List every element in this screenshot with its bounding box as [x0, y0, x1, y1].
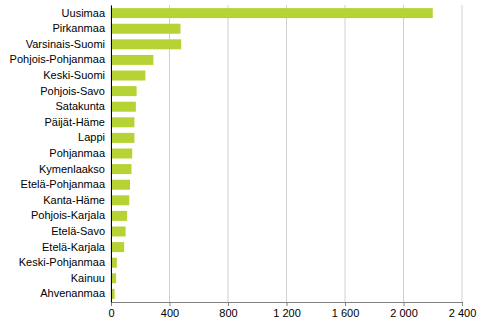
- y-tick: Kymenlaakso: [39, 163, 111, 175]
- y-tick-label: Kymenlaakso: [39, 163, 105, 175]
- y-tick: Pirkanmaa: [52, 22, 111, 34]
- y-tick: Varsinais-Suomi: [26, 38, 111, 50]
- y-tick-label: Pohjois-Karjala: [31, 209, 106, 221]
- y-tick: Kanta-Häme: [43, 194, 111, 206]
- grid-line: [228, 5, 229, 302]
- y-tick-label: Pohjanmaa: [49, 147, 106, 159]
- y-axis: Uusimaa Pirkanmaa Varsinais-Suomi Pohjois-P…: [10, 6, 112, 303]
- bar: [111, 133, 134, 143]
- x-tick-mark: [228, 302, 229, 306]
- y-tick-label: Varsinais-Suomi: [26, 38, 105, 50]
- y-tick: Lappi: [78, 131, 111, 143]
- y-tick: Pohjanmaa: [49, 147, 111, 159]
- x-tick-mark: [111, 302, 112, 306]
- x-tick-mark: [345, 302, 346, 306]
- y-axis-line: [111, 6, 112, 303]
- x-tick-label: 400: [161, 307, 179, 319]
- y-tick-label: Etelä-Savo: [51, 225, 105, 237]
- grid: [111, 5, 462, 302]
- grid-line: [286, 5, 287, 302]
- y-tick-label: Etelä-Pohjanmaa: [21, 178, 106, 190]
- y-tick: Pohjois-Pohjanmaa: [10, 53, 111, 65]
- x-tick: 400: [161, 302, 179, 319]
- bar: [111, 211, 127, 221]
- y-tick: Etelä-Savo: [51, 225, 111, 237]
- y-tick-label: Kanta-Häme: [43, 194, 105, 206]
- bar: [111, 195, 129, 205]
- y-tick-label: Ahvenanmaa: [40, 287, 106, 299]
- y-tick: Pohjois-Karjala: [31, 209, 111, 221]
- grid-line: [403, 5, 404, 302]
- grid-line: [462, 5, 463, 302]
- y-tick: Pohjois-Savo: [40, 85, 111, 97]
- x-tick-label: 800: [219, 307, 237, 319]
- bar: [111, 149, 132, 159]
- y-tick: Uusimaa: [62, 7, 111, 19]
- y-tick-label: Lappi: [78, 131, 105, 143]
- x-tick-mark: [287, 302, 288, 306]
- bar: [111, 86, 137, 96]
- bar: [111, 8, 433, 18]
- bar: [111, 227, 126, 237]
- y-tick-label: Satakunta: [55, 100, 105, 112]
- y-tick: Etelä-Pohjanmaa: [21, 178, 111, 190]
- y-tick-label: Etelä-Karjala: [42, 241, 106, 253]
- bar: [111, 102, 136, 112]
- chart: 0 400 800 1 200 1 600 2 000 2 400 Uusimaa Pirkan…: [0, 0, 485, 328]
- x-tick: 0: [108, 302, 114, 319]
- x-axis: 0 400 800 1 200 1 600 2 000 2 400: [108, 302, 476, 319]
- x-tick-label: 1 600: [332, 307, 360, 319]
- y-tick-label: Pohjois-Savo: [40, 85, 105, 97]
- x-tick-mark: [462, 302, 463, 306]
- y-tick-label: Keski-Suomi: [43, 69, 105, 81]
- x-tick: 800: [219, 302, 237, 319]
- y-tick: Keski-Pohjanmaa: [19, 256, 111, 268]
- y-tick: Etelä-Karjala: [42, 241, 111, 253]
- y-tick-label: Uusimaa: [62, 7, 106, 19]
- y-tick: Satakunta: [55, 100, 111, 112]
- y-tick: Keski-Suomi: [43, 69, 111, 81]
- y-tick-label: Kainuu: [71, 272, 105, 284]
- y-tick-label: Keski-Pohjanmaa: [19, 256, 106, 268]
- x-tick-label: 1 200: [273, 307, 301, 319]
- grid-line: [111, 5, 112, 302]
- x-tick-label: 2 000: [390, 307, 418, 319]
- x-tick: 2 000: [390, 302, 418, 319]
- y-tick: Kainuu: [71, 272, 111, 284]
- y-tick: Ahvenanmaa: [40, 287, 111, 299]
- bar: [111, 39, 181, 49]
- x-tick-mark: [404, 302, 405, 306]
- bar: [111, 24, 180, 34]
- bar: [111, 180, 130, 190]
- grid-line: [169, 5, 170, 302]
- bar: [111, 164, 131, 174]
- bars: [111, 8, 433, 299]
- y-tick-label: Päijät-Häme: [44, 116, 105, 128]
- bar: [111, 242, 124, 252]
- x-tick: 2 400: [449, 302, 477, 319]
- bar: [111, 55, 153, 65]
- x-tick: 1 600: [332, 302, 360, 319]
- y-tick: Päijät-Häme: [44, 116, 111, 128]
- bar: [111, 117, 134, 127]
- x-tick-mark: [170, 302, 171, 306]
- bar: [111, 71, 145, 81]
- x-tick-label: 2 400: [449, 307, 477, 319]
- x-tick-label: 0: [108, 307, 114, 319]
- plot: 0 400 800 1 200 1 600 2 000 2 400 Uusimaa Pirkan…: [10, 5, 477, 319]
- y-tick-label: Pohjois-Pohjanmaa: [10, 53, 106, 65]
- grid-line: [345, 5, 346, 302]
- y-tick-label: Pirkanmaa: [52, 22, 105, 34]
- x-tick: 1 200: [273, 302, 301, 319]
